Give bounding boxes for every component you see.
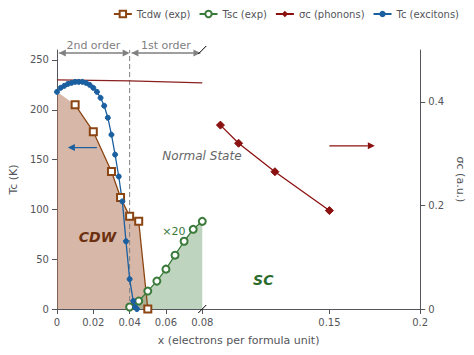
svg-text:1st order: 1st order bbox=[141, 39, 191, 52]
svg-text:0.06: 0.06 bbox=[155, 317, 177, 328]
svg-text:0: 0 bbox=[43, 304, 49, 315]
svg-text:Tc (excitons): Tc (excitons) bbox=[396, 9, 460, 20]
svg-text:0.2: 0.2 bbox=[412, 317, 428, 328]
svg-text:σc (phonons): σc (phonons) bbox=[299, 9, 365, 20]
svg-text:50: 50 bbox=[36, 254, 49, 265]
svg-text:0: 0 bbox=[428, 304, 434, 315]
svg-text:0.15: 0.15 bbox=[318, 317, 340, 328]
svg-text:0.04: 0.04 bbox=[118, 317, 140, 328]
svg-text:Tsc (exp): Tsc (exp) bbox=[222, 9, 267, 20]
svg-text:×20: ×20 bbox=[162, 225, 185, 238]
svg-text:Tc (K): Tc (K) bbox=[7, 164, 20, 195]
svg-text:0: 0 bbox=[54, 317, 60, 328]
svg-text:100: 100 bbox=[30, 204, 49, 215]
svg-text:σc (a.u.): σc (a.u.) bbox=[454, 157, 467, 203]
svg-text:Tcdw (exp): Tcdw (exp) bbox=[136, 9, 191, 20]
svg-text:2nd order: 2nd order bbox=[66, 39, 120, 52]
svg-text:0.2: 0.2 bbox=[428, 200, 444, 211]
svg-text:150: 150 bbox=[30, 154, 49, 165]
svg-text:250: 250 bbox=[30, 54, 49, 65]
svg-text:Normal State: Normal State bbox=[162, 149, 241, 163]
svg-text:CDW: CDW bbox=[79, 229, 117, 245]
svg-text:0.4: 0.4 bbox=[428, 96, 444, 107]
svg-text:SC: SC bbox=[253, 272, 274, 288]
svg-text:200: 200 bbox=[30, 104, 49, 115]
svg-text:x (electrons per formula unit): x (electrons per formula unit) bbox=[158, 334, 320, 347]
svg-text:0.02: 0.02 bbox=[82, 317, 104, 328]
svg-text:0.08: 0.08 bbox=[191, 317, 213, 328]
